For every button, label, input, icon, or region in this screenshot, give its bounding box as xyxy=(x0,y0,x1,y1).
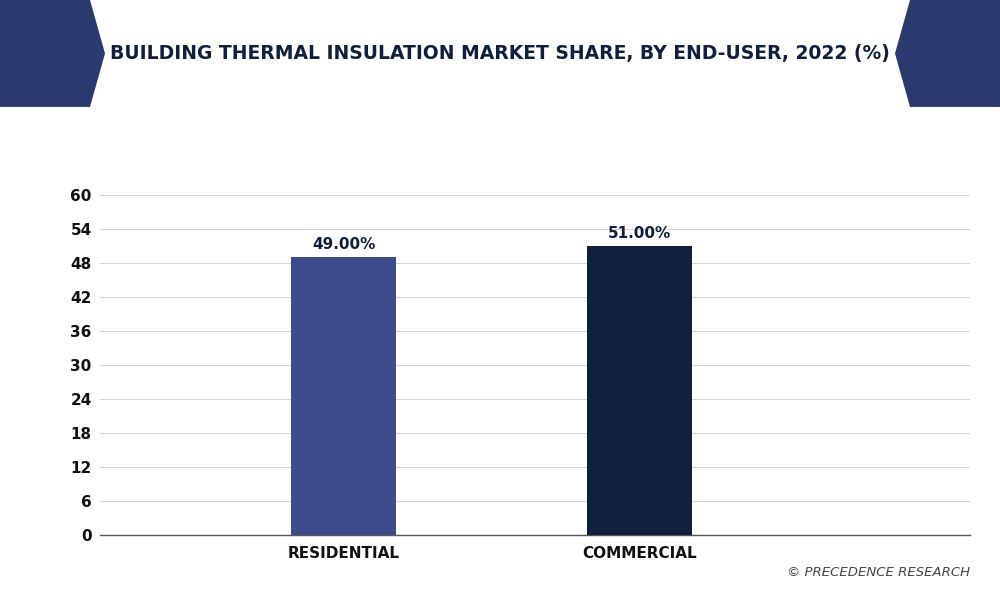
Bar xyxy=(587,246,692,535)
Text: 49.00%: 49.00% xyxy=(312,238,375,252)
Polygon shape xyxy=(0,0,105,107)
Bar xyxy=(291,257,396,535)
Polygon shape xyxy=(895,0,1000,107)
Text: 51.00%: 51.00% xyxy=(608,226,671,241)
Text: © PRECEDENCE RESEARCH: © PRECEDENCE RESEARCH xyxy=(787,566,970,579)
Text: BUILDING THERMAL INSULATION MARKET SHARE, BY END-USER, 2022 (%): BUILDING THERMAL INSULATION MARKET SHARE… xyxy=(110,44,890,63)
